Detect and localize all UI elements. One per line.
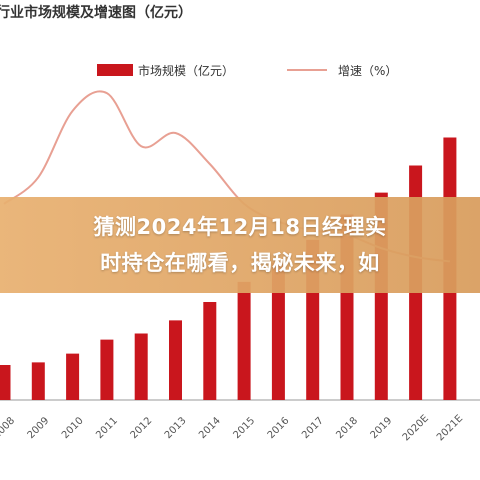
legend-swatch-bar <box>97 64 133 76</box>
x-tick-2013: 2013 <box>163 415 189 441</box>
bar-2009 <box>31 362 45 400</box>
bar-2015 <box>237 281 251 400</box>
bar-2016 <box>271 262 285 400</box>
x-tick-2020E: 2020E <box>401 413 431 443</box>
x-tick-2012: 2012 <box>129 415 155 441</box>
x-tick-2021E: 2021E <box>435 413 465 443</box>
chart-title: 焙行业市场规模及增速图（亿元） <box>0 5 192 21</box>
bar-2010 <box>66 353 80 400</box>
x-tick-2019: 2019 <box>369 415 395 441</box>
bar-2011 <box>100 339 114 400</box>
x-tick-2009: 2009 <box>26 415 52 441</box>
x-tick-2011: 2011 <box>94 415 120 441</box>
x-tick-labels: 2008 2009 2010 2011 2012 2013 2014 2015 2016 2017… <box>0 413 465 443</box>
headline-banner: 猜测2024年12月18日经理实 时持仓在哪看，揭秘未来，如 <box>0 197 480 293</box>
legend-label-line: 增速（%） <box>338 64 397 78</box>
headline-line-1: 猜测2024年12月18日经理实 <box>93 215 387 239</box>
x-tick-2015: 2015 <box>231 415 257 441</box>
bar-2013 <box>169 320 182 400</box>
x-tick-2008: 2008 <box>0 415 17 441</box>
x-tick-2010: 2010 <box>60 415 86 441</box>
x-tick-2018: 2018 <box>334 415 360 441</box>
x-tick-2017: 2017 <box>300 415 326 441</box>
x-tick-2016: 2016 <box>266 415 292 441</box>
headline-line-2: 时持仓在哪看，揭秘未来，如 <box>100 251 380 275</box>
bar-2008 <box>0 365 11 400</box>
x-tick-2014: 2014 <box>197 415 223 441</box>
bar-2012 <box>134 333 148 400</box>
legend-label-bar: 市场规模（亿元） <box>138 63 234 78</box>
bar-2014 <box>203 302 217 400</box>
legend: 市场规模（亿元） 增速（%） <box>97 63 397 78</box>
